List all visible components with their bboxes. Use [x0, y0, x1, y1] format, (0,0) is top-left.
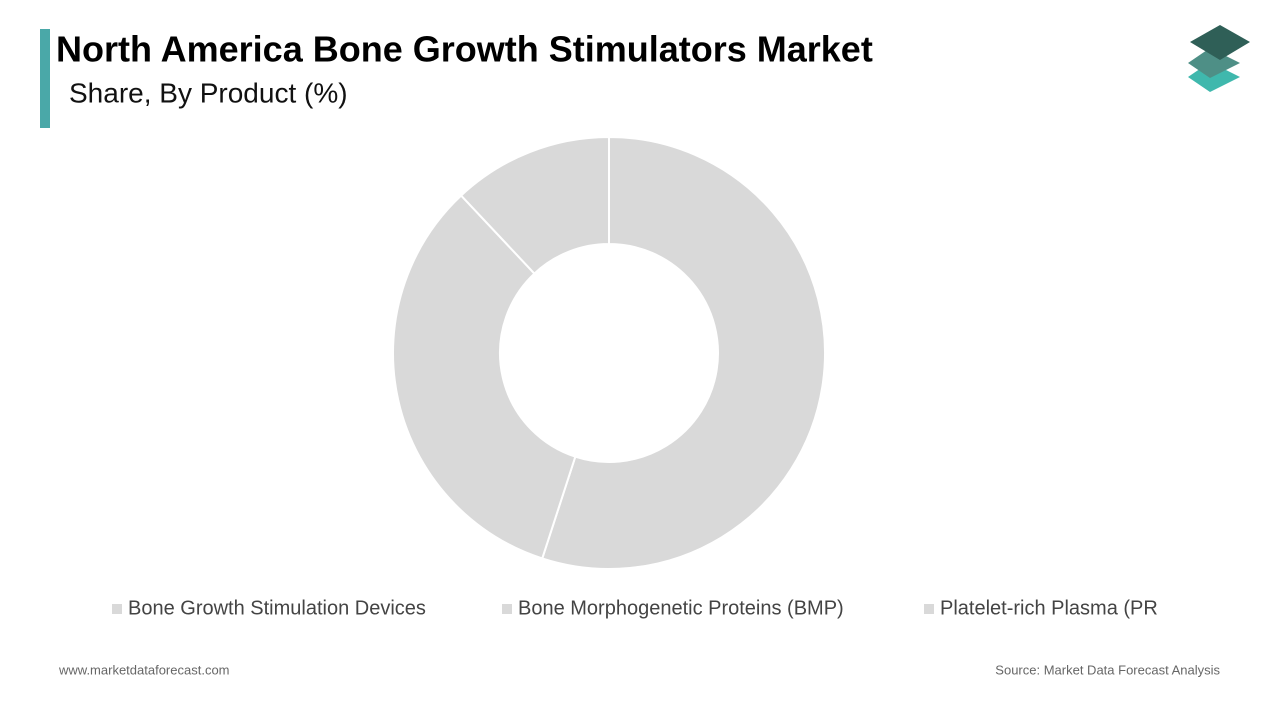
- donut-slice: [540, 135, 826, 570]
- chart-title: North America Bone Growth Stimulators Ma…: [56, 29, 873, 70]
- donut-slice: [459, 135, 610, 275]
- title-accent: [40, 29, 50, 128]
- legend-label: Bone Growth Stimulation Devices: [128, 597, 426, 619]
- legend-marker: [924, 604, 934, 614]
- legend-label: Bone Morphogenetic Proteins (BMP): [518, 597, 844, 619]
- legend-marker: [502, 604, 512, 614]
- legend-label: Platelet-rich Plasma (PR: [940, 597, 1158, 619]
- donut-slice: [392, 194, 577, 560]
- source: Source: Market Data Forecast Analysis: [995, 662, 1220, 677]
- legend-marker: [112, 604, 122, 614]
- chart-subtitle: Share, By Product (%): [69, 77, 348, 108]
- website: www.marketdataforecast.com: [58, 662, 230, 677]
- logo: [1188, 25, 1250, 92]
